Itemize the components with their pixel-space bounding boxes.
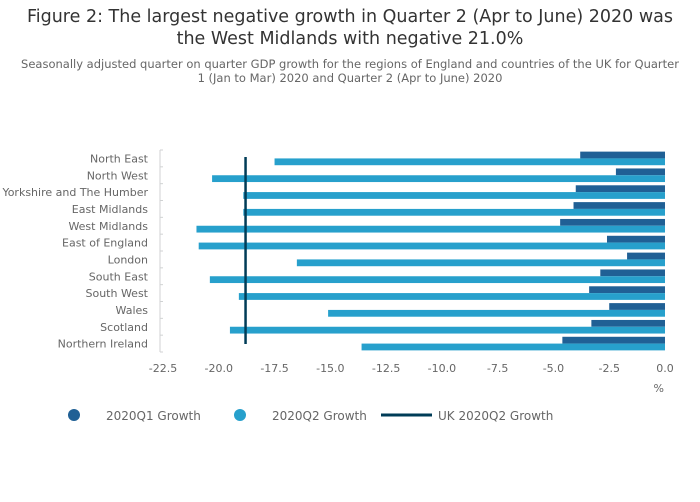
chart-title: Figure 2: The largest negative growth in…	[0, 6, 700, 50]
bar-2020q2[interactable]	[243, 208, 665, 216]
chart-subtitle-line-2: 1 (Jan to Mar) 2020 and Quarter 2 (Apr t…	[197, 71, 503, 85]
y-tick-label: North East	[90, 152, 149, 165]
bar-2020q2[interactable]	[212, 175, 665, 183]
bar-2020q1[interactable]	[580, 151, 665, 159]
bar-2020q2[interactable]	[274, 158, 665, 166]
legend-marker	[234, 409, 246, 421]
bars-group	[196, 151, 665, 351]
chart-title-line-2: the West Midlands with negative 21.0%	[176, 29, 524, 49]
x-tick-label: -7.5	[487, 362, 508, 375]
bar-2020q1[interactable]	[609, 303, 665, 310]
bar-2020q1[interactable]	[606, 235, 665, 243]
bar-2020q1[interactable]	[562, 336, 665, 344]
y-tick-label: Scotland	[100, 321, 148, 334]
y-tick-label: East Midlands	[72, 203, 149, 216]
bar-2020q2[interactable]	[196, 225, 665, 233]
bar-2020q2[interactable]	[229, 326, 665, 334]
x-tick-label: -17.5	[260, 362, 288, 375]
bar-2020q1[interactable]	[575, 185, 665, 193]
chart-title-line-1: Figure 2: The largest negative growth in…	[26, 7, 674, 27]
y-tick-label: Wales	[116, 304, 149, 317]
x-unit-label: %	[654, 382, 664, 395]
bar-2020q1[interactable]	[560, 218, 665, 226]
legend-item-2020q2[interactable]: 2020Q2 Growth	[234, 409, 367, 423]
bar-2020q2[interactable]	[361, 343, 665, 351]
chart-subtitle: Seasonally adjusted quarter on quarter G…	[20, 57, 680, 85]
y-tick-label: South West	[85, 287, 148, 300]
y-axis: North East North West Yorkshire and The Hu…	[1, 149, 163, 353]
x-tick-label: -15.0	[316, 362, 344, 375]
bar-2020q2[interactable]	[296, 259, 665, 267]
bar-2020q2[interactable]	[209, 276, 665, 284]
x-tick-label: -5.0	[543, 362, 564, 375]
x-tick-label: -2.5	[598, 362, 619, 375]
legend: 2020Q1 Growth 2020Q2 Growth UK 2020Q2 Grow…	[68, 409, 553, 423]
x-tick-label: -12.5	[372, 362, 400, 375]
y-tick-label: North West	[87, 169, 149, 182]
legend-label: 2020Q2 Growth	[272, 409, 367, 423]
x-tick-label: -10.0	[428, 362, 456, 375]
y-tick-label: West Midlands	[68, 220, 148, 233]
bar-2020q2[interactable]	[243, 192, 665, 199]
bar-2020q1[interactable]	[589, 286, 665, 294]
bar-2020q1[interactable]	[573, 202, 665, 209]
legend-item-uk[interactable]: UK 2020Q2 Growth	[381, 409, 553, 423]
x-tick-label: -22.5	[149, 362, 177, 375]
y-tick-label: Northern Ireland	[58, 338, 148, 351]
y-tick-label: Yorkshire and The Humber	[1, 186, 148, 199]
bar-2020q1[interactable]	[627, 252, 665, 260]
legend-marker	[68, 409, 80, 421]
x-axis: -22.5 -20.0 -17.5 -15.0 -12.5 -10.0 -7.5 -5.0 -2…	[149, 362, 674, 395]
x-tick-label: 0.0	[656, 362, 674, 375]
bar-2020q1[interactable]	[600, 269, 665, 277]
chart-subtitle-line-1: Seasonally adjusted quarter on quarter G…	[21, 57, 679, 71]
legend-item-2020q1[interactable]: 2020Q1 Growth	[68, 409, 201, 423]
legend-label: 2020Q1 Growth	[106, 409, 201, 423]
bar-2020q1[interactable]	[615, 168, 665, 176]
y-tick-label: London	[108, 253, 148, 266]
y-tick-label: South East	[89, 270, 149, 283]
bar-2020q2[interactable]	[238, 293, 665, 300]
x-tick-label: -20.0	[205, 362, 233, 375]
bar-2020q2[interactable]	[328, 309, 665, 317]
bar-2020q2[interactable]	[198, 242, 665, 250]
legend-label: UK 2020Q2 Growth	[438, 409, 553, 423]
bar-2020q1[interactable]	[591, 319, 665, 327]
y-tick-label: East of England	[62, 237, 148, 250]
